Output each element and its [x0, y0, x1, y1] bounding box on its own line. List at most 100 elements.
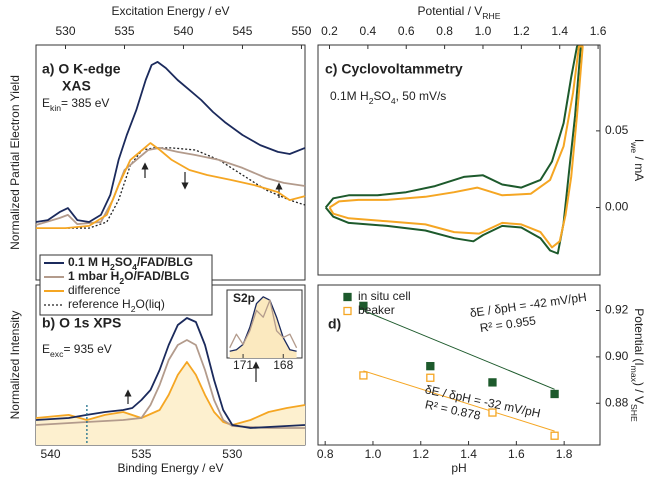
panel-title: a) O K-edge	[42, 61, 121, 77]
legend-label-part: 1 mbar H	[68, 269, 119, 283]
line	[36, 142, 306, 229]
y-tick-label: 0.92	[605, 303, 629, 317]
point	[426, 373, 435, 382]
point	[359, 371, 368, 380]
annotation-part: E	[42, 96, 50, 110]
point	[359, 301, 368, 311]
x-axis-label-part: RHE	[482, 11, 500, 21]
area	[36, 362, 305, 445]
legend-label-part: O/FAD/BLG	[124, 269, 189, 283]
legend-label-part: 2	[119, 276, 124, 286]
x-tick-label: 0.8	[436, 24, 453, 38]
annotation-part: 2	[369, 96, 374, 106]
y-axis-label-part: we	[629, 141, 639, 153]
legend-label: in situ cell	[358, 289, 411, 303]
line	[35, 317, 306, 429]
legend-label-part: O(liq)	[136, 297, 165, 311]
annotation-part: E	[42, 342, 50, 356]
cv-curve	[328, 45, 584, 249]
x-axis-label: Excitation Energy / eV	[111, 4, 229, 18]
legend-label-part: SO	[115, 255, 132, 269]
y-axis-label-part: SHE	[629, 404, 639, 422]
point	[488, 378, 497, 387]
panel-c-frame	[317, 44, 601, 276]
x-tick-label: 545	[232, 24, 252, 38]
point	[488, 408, 497, 417]
panel-title: XAS	[62, 78, 91, 94]
legend-label: reference H2O(liq)	[68, 297, 165, 314]
x-tick-label: 168	[273, 358, 293, 372]
legend-label: beaker	[358, 303, 395, 317]
x-tick-label: 1.0	[475, 24, 492, 38]
x-tick-label: 540	[41, 447, 61, 461]
point	[550, 431, 559, 440]
y-axis-label-part: ) / V	[632, 382, 646, 404]
x-tick-label: 550	[291, 24, 311, 38]
legend-label-part: reference H	[68, 297, 131, 311]
legend-swatch	[343, 292, 352, 302]
x-axis-label: pH	[451, 461, 466, 475]
x-tick-label: 171	[233, 358, 253, 372]
y-axis-label-part: / mA	[632, 153, 646, 181]
legend-label: 0.1 M H2SO4/FAD/BLG	[68, 255, 193, 272]
x-axis-label: Potential / VRHE	[418, 4, 501, 21]
line	[229, 296, 297, 352]
legend-box	[39, 254, 213, 316]
x-tick-label: 1.4	[460, 447, 477, 461]
x-axis-label: Binding Energy / eV	[117, 461, 223, 475]
legend-label-part: 0.1 M H	[68, 255, 110, 269]
x-axis-label-part: Potential / V	[418, 4, 483, 18]
x-tick-label: 1.8	[556, 447, 573, 461]
annotation: Eexc= 935 eV	[42, 342, 112, 359]
y-axis-label-part: I	[632, 139, 646, 142]
line	[35, 61, 306, 223]
area	[229, 296, 297, 358]
y-tick-label: 0.88	[605, 395, 629, 409]
annotation-part: 4	[391, 96, 396, 106]
x-tick-label: 1.0	[365, 447, 382, 461]
y-tick-label: 0.90	[605, 349, 629, 363]
y-axis-label: Iwe / mA	[629, 139, 646, 181]
y-tick-label: 0.05	[605, 123, 629, 137]
y-axis-label-part: Potential (I	[632, 308, 646, 365]
y-axis-label-part: max	[629, 366, 639, 383]
x-tick-label: 540	[173, 24, 193, 38]
x-tick-label: 1.2	[412, 447, 429, 461]
y-axis-label: Potential (Imax) / VSHE	[629, 308, 646, 422]
annotation-part: kin	[50, 103, 61, 113]
legend-label: 1 mbar H2O/FAD/BLG	[68, 269, 190, 286]
x-tick-label: 1.6	[590, 24, 607, 38]
x-tick-label: 0.8	[317, 447, 334, 461]
x-tick-label: 1.2	[513, 24, 530, 38]
x-tick-label: 530	[55, 24, 75, 38]
legend-label-part: 4	[132, 262, 137, 272]
annotation: Ekin= 385 eV	[42, 96, 109, 113]
legend-label-part: /FAD/BLG	[137, 255, 193, 269]
line	[35, 361, 306, 426]
annotation-part: = 385 eV	[61, 96, 109, 110]
line	[35, 339, 305, 429]
x-tick-label: 0.6	[398, 24, 415, 38]
point	[550, 389, 559, 399]
inset-title: S2p	[233, 291, 255, 305]
cv-curve	[324, 45, 582, 255]
y-axis-label: Normalized Intensity	[8, 311, 22, 420]
x-tick-label: 530	[222, 447, 242, 461]
x-tick-label: 1.6	[508, 447, 525, 461]
legend-label-part: difference	[68, 283, 121, 297]
panel-title: b) O 1s XPS	[42, 315, 121, 331]
panel-d-frame	[317, 284, 601, 446]
arrows	[124, 162, 283, 404]
annotation-part: SO	[373, 89, 390, 103]
plot-area	[324, 45, 584, 255]
legend-label: difference	[68, 283, 121, 297]
annotation-part: 0.1M H	[330, 89, 369, 103]
x-tick-label: 535	[114, 24, 134, 38]
legend-label-part: 2	[110, 262, 115, 272]
x-tick-label: 1.4	[551, 24, 568, 38]
y-axis-label: Normalized Partial Electron Yield	[8, 75, 22, 250]
annotation-part: exc	[50, 349, 64, 359]
line	[35, 147, 306, 226]
legend-label-part: 2	[131, 304, 136, 314]
